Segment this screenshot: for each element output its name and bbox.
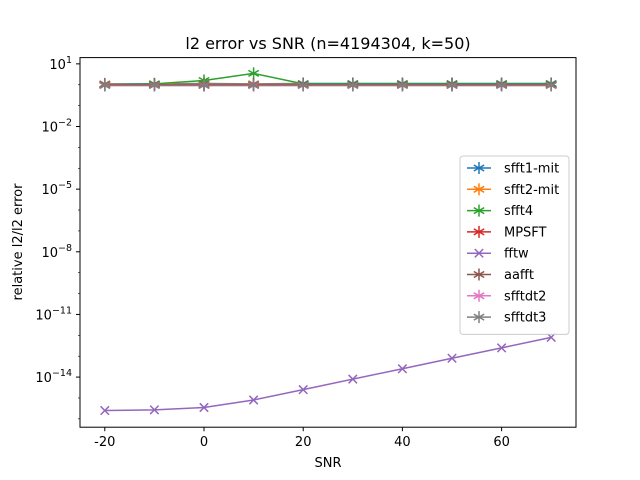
y-axis-label: relative l2/l2 error <box>11 183 26 301</box>
y-tick-label: 10−8 <box>41 243 72 261</box>
data-point <box>199 402 209 413</box>
data-point <box>198 79 210 92</box>
legend-item: sfft4 <box>467 204 533 219</box>
data-point <box>298 384 308 395</box>
legend-marker <box>473 311 485 324</box>
series-line <box>104 72 552 86</box>
legend-label: sfft1-mit <box>504 162 559 177</box>
data-point <box>446 79 458 92</box>
legend-marker <box>473 268 485 281</box>
x-tick-label: 20 <box>295 435 312 450</box>
legend-marker <box>473 289 485 302</box>
legend-item: MPSFT <box>467 225 547 240</box>
legend-label: sfft4 <box>504 204 533 219</box>
x-tick-label: -20 <box>94 435 115 450</box>
legend-item: fftw <box>467 247 529 262</box>
legend-box <box>459 155 570 335</box>
legend-item: sfft2-mit <box>467 183 559 198</box>
data-point <box>148 79 160 92</box>
legend-item: aafft <box>467 268 534 283</box>
y-tick-label: 10−2 <box>41 118 72 136</box>
y-tick-label: 101 <box>49 55 72 73</box>
legend-label: sfft2-mit <box>504 183 559 198</box>
data-point <box>447 353 457 363</box>
legend-marker <box>473 204 485 217</box>
data-point <box>248 395 259 405</box>
data-point <box>149 405 160 415</box>
legend-label: aafft <box>504 268 534 283</box>
legend-marker <box>474 248 484 258</box>
x-axis: -20 0 20 40 60 <box>94 427 510 450</box>
y-tick-label: 10−14 <box>35 368 72 386</box>
y-axis: 101 10−2 10−5 10−8 10−11 10−14 <box>35 55 80 420</box>
x-tick-label: 0 <box>200 435 208 450</box>
legend-label: MPSFT <box>504 225 547 240</box>
legend-label: sfftdt3 <box>504 311 546 326</box>
data-point <box>348 374 358 384</box>
data-point <box>248 67 260 80</box>
legend-marker <box>473 162 485 174</box>
data-point <box>248 79 260 92</box>
y-tick-label: 10−5 <box>41 180 72 198</box>
axes-frame <box>79 57 577 428</box>
legend: sfft1-mit sfft2-mit sfft4 MPSFT fftw aafft sff… <box>459 155 570 335</box>
data-point <box>396 79 408 92</box>
data-point <box>347 79 359 92</box>
x-tick-label: 40 <box>394 435 411 450</box>
legend-item: sfftdt2 <box>467 289 546 304</box>
data-point <box>397 364 408 374</box>
data-point <box>545 79 557 92</box>
data-point <box>496 343 507 353</box>
y-tick-label: 10−11 <box>35 305 72 323</box>
legend-item: sfft1-mit <box>467 162 559 177</box>
data-point <box>100 405 110 416</box>
x-axis-label: SNR <box>314 456 341 471</box>
legend-marker <box>473 225 485 238</box>
series-sfftdt3 <box>99 79 557 92</box>
data-point <box>496 79 508 92</box>
legend-label: sfftdt2 <box>504 289 546 304</box>
chart-title: l2 error vs SNR (n=4194304, k=50) <box>185 34 470 53</box>
legend-label: fftw <box>504 247 529 262</box>
legend-marker <box>473 183 485 196</box>
x-tick-label: 60 <box>493 435 510 450</box>
legend-item: sfftdt3 <box>467 311 546 326</box>
series-line <box>104 336 552 412</box>
data-point <box>297 79 309 92</box>
plot-area <box>99 67 557 416</box>
data-point <box>99 79 111 92</box>
